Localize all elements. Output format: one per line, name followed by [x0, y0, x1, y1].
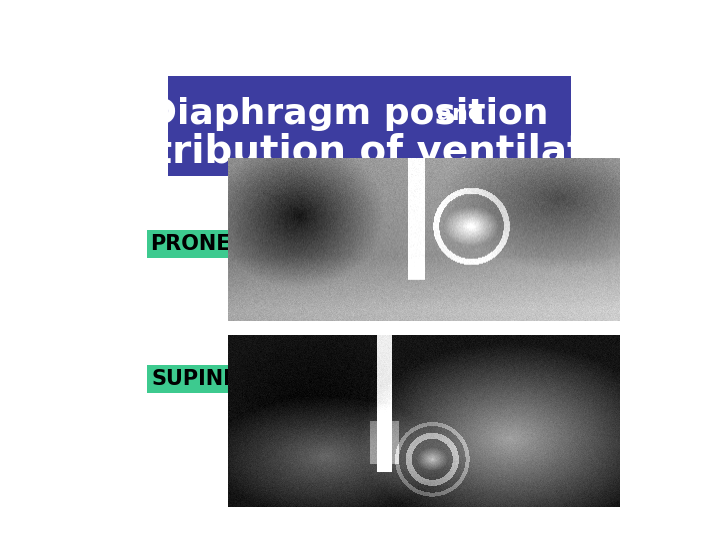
- Text: SUPINE: SUPINE: [151, 369, 238, 389]
- Text: Diaphragm position: Diaphragm position: [147, 97, 548, 131]
- Text: Distribution of ventilation: Distribution of ventilation: [85, 132, 653, 171]
- Text: PRONE: PRONE: [150, 234, 231, 254]
- Bar: [148, 231, 234, 258]
- Text: and: and: [437, 104, 484, 124]
- Bar: [168, 76, 570, 177]
- Bar: [148, 365, 242, 393]
